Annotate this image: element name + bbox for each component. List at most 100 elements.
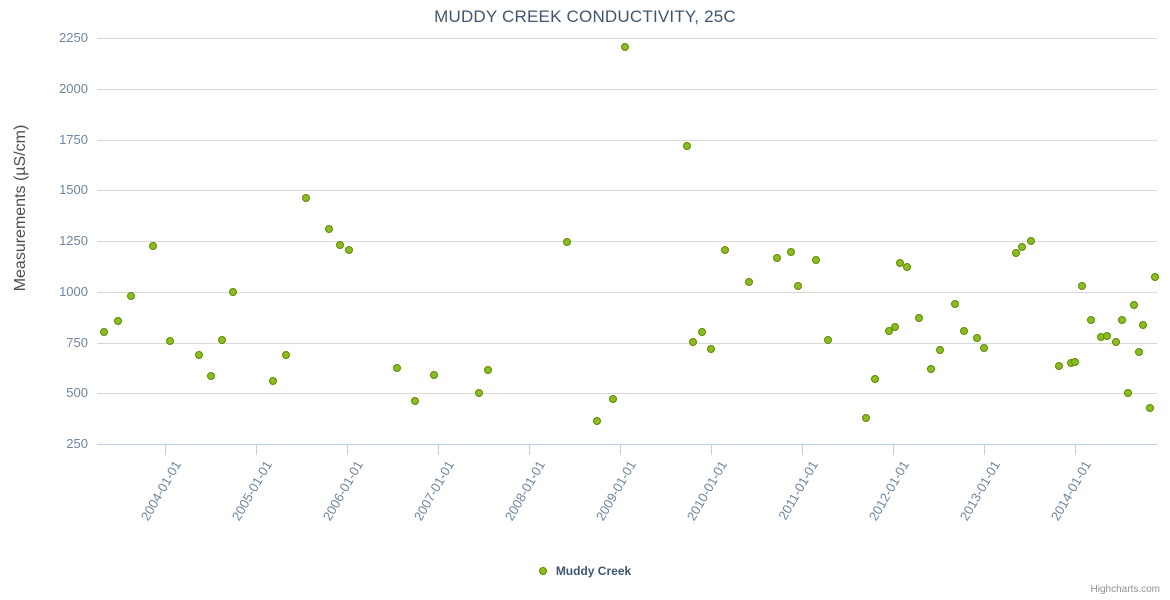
x-axis-tick-mark [620, 445, 622, 455]
legend-item-muddy-creek[interactable]: Muddy Creek [538, 563, 632, 579]
x-axis-tick-mark [802, 445, 804, 455]
x-axis-tick-label: 2012-01-01 [865, 458, 913, 524]
data-point[interactable] [1071, 357, 1080, 366]
data-point[interactable] [563, 237, 572, 246]
data-point[interactable] [1102, 332, 1111, 340]
data-point[interactable] [720, 246, 729, 255]
data-point[interactable] [707, 344, 716, 353]
data-point[interactable] [429, 370, 438, 379]
chart-title: MUDDY CREEK CONDUCTIVITY, 25C [434, 7, 736, 26]
data-point[interactable] [902, 263, 911, 272]
data-point[interactable] [772, 253, 781, 262]
data-point[interactable] [126, 291, 135, 300]
data-point[interactable] [811, 256, 820, 265]
data-point[interactable] [793, 281, 802, 290]
data-point[interactable] [980, 343, 989, 352]
x-axis-tick-mark [438, 445, 440, 455]
data-point[interactable] [1112, 338, 1121, 347]
y-gridline [97, 393, 1157, 395]
x-axis-tick-label: 2010-01-01 [683, 458, 731, 524]
y-axis-tick-label: 500 [66, 385, 88, 401]
data-point[interactable] [282, 351, 291, 360]
x-axis-tick-label: 2006-01-01 [319, 458, 367, 524]
data-point[interactable] [165, 336, 174, 345]
x-axis-tick-mark [711, 445, 713, 455]
data-point[interactable] [1018, 243, 1027, 252]
y-axis-tick-label: 2000 [59, 80, 88, 96]
data-point[interactable] [1011, 249, 1020, 258]
data-point[interactable] [682, 141, 691, 150]
y-gridline [97, 139, 1157, 141]
data-point[interactable] [1139, 320, 1148, 329]
y-gridline [97, 38, 1157, 39]
data-point[interactable] [335, 241, 344, 250]
y-axis-tick-label: 1000 [59, 283, 88, 299]
data-point[interactable] [1118, 315, 1127, 324]
data-point[interactable] [787, 247, 796, 256]
data-point[interactable] [896, 258, 905, 267]
data-point[interactable] [268, 376, 277, 385]
data-point[interactable] [861, 413, 870, 422]
data-point[interactable] [411, 396, 420, 405]
data-point[interactable] [914, 313, 923, 322]
data-point[interactable] [1134, 348, 1143, 357]
data-point[interactable] [100, 328, 109, 337]
data-point[interactable] [148, 242, 157, 251]
data-point[interactable] [960, 326, 969, 335]
data-point[interactable] [608, 394, 617, 403]
y-axis-tick-label: 250 [66, 436, 88, 451]
data-point[interactable] [927, 364, 936, 373]
x-axis-tick-mark [1075, 445, 1077, 455]
data-point[interactable] [475, 389, 484, 398]
data-point[interactable] [393, 364, 402, 373]
y-axis-tick-label: 1250 [59, 233, 88, 248]
data-point[interactable] [325, 225, 334, 234]
data-point[interactable] [217, 336, 226, 345]
data-point[interactable] [1130, 300, 1139, 309]
y-gridline [97, 342, 1157, 344]
data-point[interactable] [113, 317, 122, 326]
data-point[interactable] [1123, 389, 1132, 398]
data-point[interactable] [228, 288, 237, 297]
data-point[interactable] [484, 365, 493, 374]
x-axis-tick-label: 2004-01-01 [137, 458, 185, 524]
data-point[interactable] [1145, 403, 1154, 412]
x-axis-tick-mark [256, 445, 258, 455]
data-point[interactable] [302, 193, 311, 202]
data-point[interactable] [1078, 281, 1087, 290]
data-point[interactable] [206, 372, 215, 381]
data-point[interactable] [1027, 236, 1036, 245]
x-axis-tick-label: 2014-01-01 [1047, 458, 1095, 524]
x-axis-tick-mark [984, 445, 986, 455]
data-point[interactable] [890, 322, 899, 331]
y-gridline [97, 241, 1157, 242]
data-point[interactable] [884, 327, 893, 336]
x-axis-tick-label: 2009-01-01 [592, 458, 640, 524]
data-point[interactable] [870, 374, 879, 383]
x-axis-tick-label: 2007-01-01 [410, 458, 458, 524]
chart-legend: Muddy Creek [0, 563, 1170, 578]
data-point[interactable] [620, 43, 629, 52]
x-axis-tick-label: 2005-01-01 [228, 458, 276, 524]
data-point[interactable] [698, 328, 707, 337]
data-point[interactable] [823, 336, 832, 345]
y-axis-title: Measurements (µS/cm) [12, 124, 29, 292]
plot-area [97, 38, 1160, 445]
legend-label: Muddy Creek [555, 564, 632, 579]
y-gridline [97, 190, 1157, 192]
y-axis-tick-label: 1500 [59, 182, 88, 198]
y-axis-tick-label: 2250 [59, 30, 88, 45]
data-point[interactable] [593, 417, 602, 426]
data-point[interactable] [688, 337, 697, 346]
data-point[interactable] [345, 246, 354, 255]
data-point[interactable] [951, 300, 959, 309]
data-point[interactable] [1087, 315, 1096, 324]
x-axis-line [97, 444, 1157, 445]
data-point[interactable] [745, 277, 754, 286]
data-point[interactable] [194, 350, 203, 359]
data-point[interactable] [972, 334, 981, 343]
data-point[interactable] [936, 346, 945, 355]
data-point[interactable] [1054, 362, 1063, 371]
data-point[interactable] [1151, 273, 1160, 282]
